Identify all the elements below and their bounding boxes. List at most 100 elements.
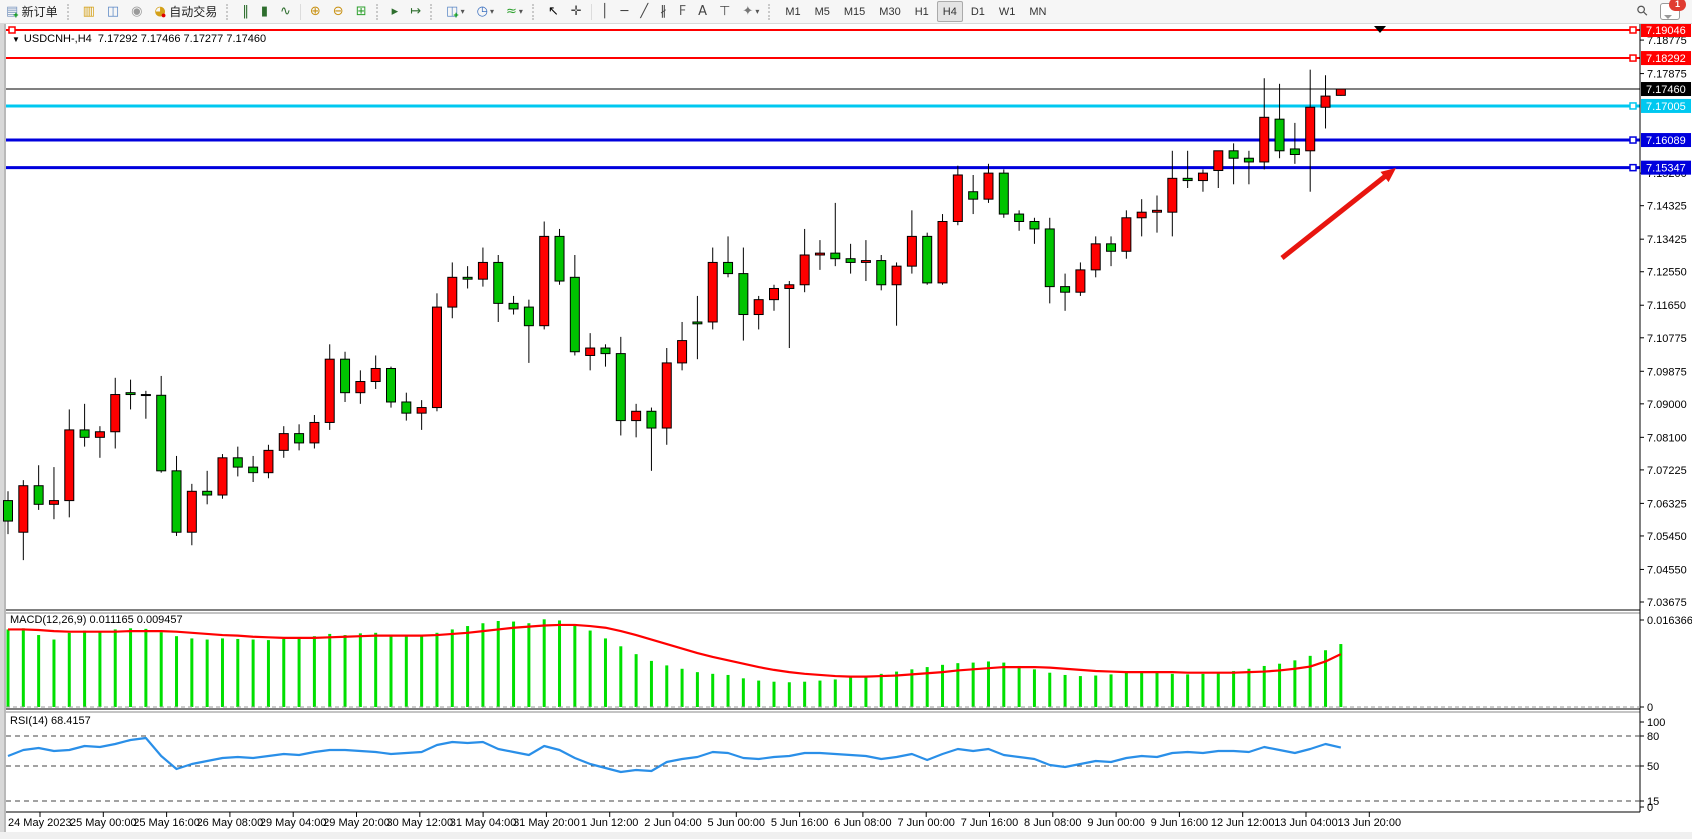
autotrade-button[interactable]: ◕ ● 自动交易: [150, 1, 223, 22]
symbol-dropdown-icon[interactable]: ▼: [12, 35, 20, 44]
candle-46: [707, 261, 718, 323]
candle-31: [477, 261, 488, 280]
price-tick-label: 7.08100: [1647, 432, 1687, 444]
periods-icon: ◷: [476, 4, 488, 19]
timeframe-m5-button[interactable]: M5: [814, 5, 830, 18]
candlestick-chart-button[interactable]: ▮: [256, 1, 273, 22]
candle-84: [1289, 148, 1300, 156]
chart-background: [6, 24, 1692, 832]
chart-window-button[interactable]: ◫: [102, 1, 124, 22]
chart-shift-marker-icon[interactable]: [1374, 26, 1386, 33]
current-price-line-price-chip: [1641, 82, 1691, 97]
chart-canvas[interactable]: 7.187757.178757.152007.143257.134257.125…: [0, 23, 1692, 839]
macd-indicator-label: MACD(12,26,9) 0.011165 0.009457: [10, 614, 183, 626]
candle-67: [1029, 220, 1040, 230]
text-label-button[interactable]: ⊤: [714, 1, 735, 22]
time-label: 12 Jun 12:00: [1211, 817, 1275, 829]
new-order-button[interactable]: ▤ + 新订单: [1, 1, 63, 22]
vertical-line-button[interactable]: │: [596, 1, 614, 22]
candle-74: [1136, 211, 1147, 219]
price-tick-label: 7.09000: [1647, 399, 1687, 411]
dropdown-arrow-icon[interactable]: ▾: [755, 7, 760, 16]
candle-39: [600, 347, 611, 355]
trend-arrow-head[interactable]: [1380, 168, 1396, 183]
resistance-line-2-handle[interactable]: [1629, 54, 1637, 62]
resistance-line-1-handle[interactable]: [8, 26, 16, 34]
timeframe-h1-button[interactable]: H1: [914, 5, 929, 18]
price-tick-label: 7.14325: [1647, 201, 1687, 213]
text-button[interactable]: A: [693, 1, 712, 22]
rsi-indicator-label: RSI(14) 68.4157: [10, 715, 91, 727]
time-label: 9 Jun 00:00: [1087, 817, 1145, 829]
timeframe-m30-button[interactable]: M30: [879, 5, 901, 18]
zoom-out-button[interactable]: ⊖: [328, 1, 349, 22]
candle-21: [324, 358, 335, 423]
timeframe-m1-button[interactable]: M1: [785, 5, 801, 18]
timeframe-mn-button[interactable]: MN: [1029, 5, 1047, 18]
current-price-line-price-chip-label: 7.17460: [1646, 84, 1686, 96]
notifications-button[interactable]: 1: [1655, 0, 1686, 22]
timeframe-m15-button[interactable]: M15: [843, 5, 866, 18]
candle-26: [401, 401, 412, 414]
time-label: 5 Jun 16:00: [771, 817, 829, 829]
equidistant-channel-button[interactable]: ∦: [655, 1, 672, 22]
timeframe-h4-button[interactable]: H4: [936, 1, 963, 22]
tile-windows-button[interactable]: ⊞: [351, 1, 372, 22]
candle-41: [631, 410, 642, 422]
candle-75: [1152, 209, 1162, 213]
candle-29: [447, 276, 458, 308]
price-tick-label: 7.03675: [1647, 597, 1687, 609]
macd-tick-label: 0: [1647, 702, 1653, 714]
candle-78: [1197, 172, 1208, 182]
time-label: 31 May 20:00: [513, 817, 580, 829]
trendline-button[interactable]: ╱: [635, 1, 653, 22]
notification-badge: 1: [1669, 0, 1686, 11]
time-label: 1 Jun 12:00: [581, 817, 639, 829]
support-line-blue-2-handle[interactable]: [1629, 163, 1637, 172]
auto-scroll-button[interactable]: ▸: [387, 1, 404, 22]
bar-chart-button[interactable]: ‖: [237, 1, 254, 22]
periods-button[interactable]: ◷ ▾: [472, 1, 499, 22]
candle-51: [784, 284, 795, 289]
zoom-in-button[interactable]: ⊕: [305, 1, 326, 22]
candle-44: [677, 340, 688, 364]
new-chart-icon: ◫: [446, 4, 459, 19]
candlestick-series[interactable]: [3, 69, 1346, 561]
timeframe-d1-button[interactable]: D1: [970, 5, 985, 18]
search-button[interactable]: ⚲: [1633, 1, 1653, 22]
dropdown-arrow-icon[interactable]: ▾: [489, 7, 494, 16]
arrows-button[interactable]: ✦ ▾: [737, 1, 764, 22]
horizontal-line-button[interactable]: ─: [616, 1, 634, 22]
cursor-button[interactable]: ↖: [543, 1, 564, 22]
candle-17: [263, 449, 274, 474]
line-chart-button[interactable]: ∿: [275, 1, 296, 22]
support-line-blue-1-handle[interactable]: [1629, 136, 1637, 144]
candle-15: [232, 457, 243, 468]
dropdown-arrow-icon[interactable]: ▾: [460, 7, 465, 16]
chart-shift-button[interactable]: ↦: [405, 1, 426, 22]
crosshair-button[interactable]: ✛: [566, 1, 587, 22]
dropdown-arrow-icon[interactable]: ▾: [518, 7, 523, 16]
support-line-cyan-handle[interactable]: [1629, 102, 1637, 110]
price-tick-label: 7.07225: [1647, 465, 1687, 477]
candlestick-chart-icon: ▮: [260, 4, 268, 19]
time-label: 9 Jun 16:00: [1151, 817, 1209, 829]
horizontal-line-icon: ─: [620, 4, 629, 19]
market-watch-button[interactable]: ▥: [78, 1, 100, 22]
chart-shift-icon: ↦: [410, 4, 422, 19]
trend-arrow-annotation[interactable]: [1280, 172, 1390, 260]
candle-77: [1182, 177, 1193, 182]
signals-button[interactable]: ◉: [126, 1, 147, 22]
candle-68: [1044, 228, 1055, 288]
timeframe-w1-button[interactable]: W1: [998, 5, 1016, 18]
indicators-button[interactable]: ≈ ▾: [501, 1, 528, 22]
resistance-line-1-handle[interactable]: [1629, 26, 1637, 34]
fibonacci-button[interactable]: F: [674, 1, 691, 22]
candle-69: [1060, 286, 1071, 293]
new-chart-button[interactable]: ◫ + ▾: [441, 1, 470, 22]
cursor-icon: ↖: [547, 4, 559, 19]
candle-50: [769, 287, 779, 301]
candle-13: [202, 490, 213, 496]
support-line-blue-2-price-chip: [1641, 160, 1691, 175]
price-tick-label: 7.10775: [1647, 333, 1687, 345]
